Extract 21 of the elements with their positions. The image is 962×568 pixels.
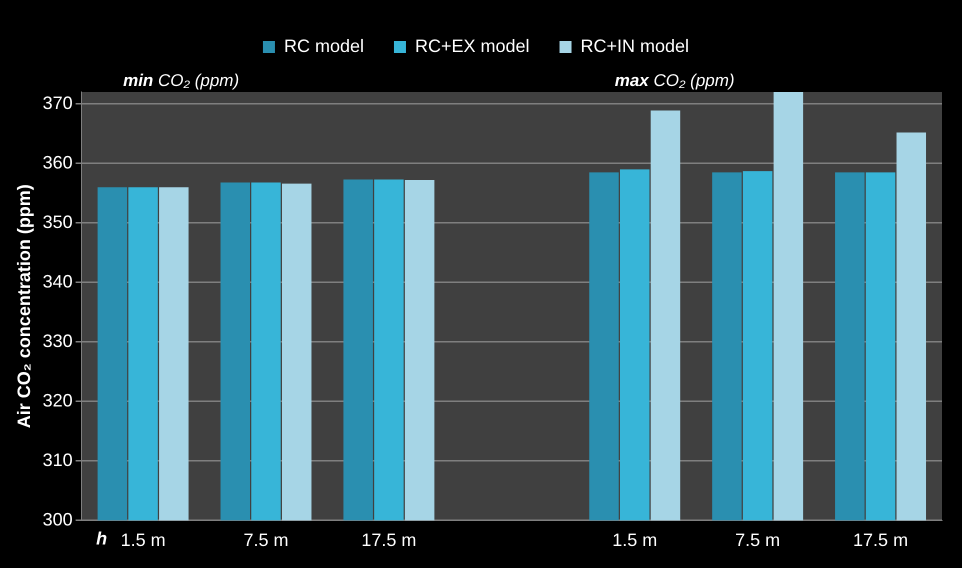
y-tick-label: 320: [42, 390, 73, 410]
text: max CO₂ (ppm): [614, 71, 735, 90]
y-tick-label: 370: [42, 92, 73, 113]
legend-label: RC+EX model: [414, 36, 530, 56]
y-tick-label: 340: [42, 271, 73, 292]
x-tick-label: 1.5 m: [612, 530, 658, 550]
text: min CO₂ (ppm): [123, 71, 240, 90]
x-tick-label: 17.5 m: [361, 530, 416, 550]
x-tick-label: 17.5 m: [853, 530, 908, 550]
y-axis-title: Air CO₂ concentration (ppm): [14, 184, 34, 428]
legend-label: RC model: [284, 36, 364, 56]
y-tick-label: 300: [42, 509, 73, 530]
y-tick-label: 310: [42, 450, 73, 470]
y-tick-label: 360: [42, 152, 73, 172]
text: h: [96, 528, 108, 548]
x-tick-label: 7.5 m: [735, 530, 780, 550]
x-tick-label: 1.5 m: [120, 530, 166, 550]
legend-label: RC+IN model: [580, 36, 690, 56]
y-tick-label: 330: [42, 330, 73, 351]
x-tick-label: 7.5 m: [243, 530, 289, 550]
y-tick-label: 350: [42, 212, 73, 232]
